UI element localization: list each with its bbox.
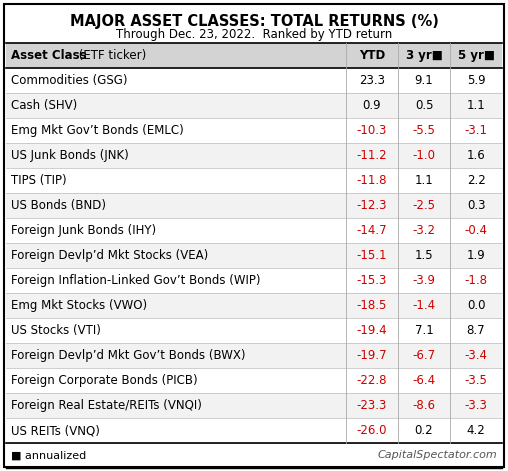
Text: -1.0: -1.0 — [412, 149, 435, 162]
Text: -6.7: -6.7 — [412, 349, 435, 362]
Text: 0.5: 0.5 — [415, 99, 433, 112]
Text: -18.5: -18.5 — [357, 299, 387, 312]
Bar — [6, 418, 502, 443]
Text: US REITs (VNQ): US REITs (VNQ) — [11, 424, 100, 437]
Text: -8.6: -8.6 — [412, 399, 435, 412]
Text: Foreign Junk Bonds (IHY): Foreign Junk Bonds (IHY) — [11, 224, 156, 237]
Text: -0.4: -0.4 — [464, 224, 488, 237]
Text: -12.3: -12.3 — [357, 199, 387, 212]
Text: 23.3: 23.3 — [359, 74, 385, 87]
Text: 1.1: 1.1 — [467, 99, 485, 112]
Text: -2.5: -2.5 — [412, 199, 435, 212]
Text: Emg Mkt Gov’t Bonds (EMLC): Emg Mkt Gov’t Bonds (EMLC) — [11, 124, 184, 137]
Text: -19.7: -19.7 — [357, 349, 387, 362]
Bar — [6, 168, 502, 193]
Text: Foreign Devlp’d Mkt Stocks (VEA): Foreign Devlp’d Mkt Stocks (VEA) — [11, 249, 208, 262]
Text: 3 yr■: 3 yr■ — [405, 49, 442, 62]
Text: -1.4: -1.4 — [412, 299, 435, 312]
Text: -6.4: -6.4 — [412, 374, 435, 387]
Text: YTD: YTD — [359, 49, 385, 62]
Text: -11.2: -11.2 — [357, 149, 387, 162]
Text: (ETF ticker): (ETF ticker) — [75, 49, 147, 62]
Text: 1.9: 1.9 — [467, 249, 485, 262]
Text: -22.8: -22.8 — [357, 374, 387, 387]
Bar — [6, 268, 502, 293]
Text: -14.7: -14.7 — [357, 224, 387, 237]
Text: 0.0: 0.0 — [467, 299, 485, 312]
Text: -1.8: -1.8 — [464, 274, 488, 287]
Text: Emg Mkt Stocks (VWO): Emg Mkt Stocks (VWO) — [11, 299, 147, 312]
Text: 1.6: 1.6 — [467, 149, 485, 162]
Text: 0.2: 0.2 — [415, 424, 433, 437]
Text: Foreign Real Estate/REITs (VNQI): Foreign Real Estate/REITs (VNQI) — [11, 399, 202, 412]
Text: ■ annualized: ■ annualized — [11, 450, 86, 461]
Bar — [6, 293, 502, 318]
Bar — [6, 343, 502, 368]
Text: -23.3: -23.3 — [357, 399, 387, 412]
Text: Cash (SHV): Cash (SHV) — [11, 99, 77, 112]
Bar — [6, 93, 502, 118]
Text: -15.1: -15.1 — [357, 249, 387, 262]
Text: US Bonds (BND): US Bonds (BND) — [11, 199, 106, 212]
Text: MAJOR ASSET CLASSES: TOTAL RETURNS (%): MAJOR ASSET CLASSES: TOTAL RETURNS (%) — [70, 14, 438, 29]
Text: Foreign Corporate Bonds (PICB): Foreign Corporate Bonds (PICB) — [11, 374, 198, 387]
Bar — [6, 68, 502, 93]
Text: 4.2: 4.2 — [467, 424, 485, 437]
Text: -3.1: -3.1 — [464, 124, 488, 137]
Text: -10.3: -10.3 — [357, 124, 387, 137]
Text: US Junk Bonds (JNK): US Junk Bonds (JNK) — [11, 149, 129, 162]
Bar — [6, 143, 502, 168]
Text: -3.3: -3.3 — [464, 399, 488, 412]
Text: -3.2: -3.2 — [412, 224, 435, 237]
Text: -15.3: -15.3 — [357, 274, 387, 287]
Bar — [6, 43, 502, 68]
Bar — [6, 318, 502, 343]
Bar — [6, 193, 502, 218]
Bar — [6, 243, 502, 268]
Text: 5.9: 5.9 — [467, 74, 485, 87]
Text: 0.3: 0.3 — [467, 199, 485, 212]
Text: TIPS (TIP): TIPS (TIP) — [11, 174, 67, 187]
Text: Asset Class: Asset Class — [11, 49, 87, 62]
Text: US Stocks (VTI): US Stocks (VTI) — [11, 324, 101, 337]
Text: 5 yr■: 5 yr■ — [458, 49, 494, 62]
Text: 1.5: 1.5 — [415, 249, 433, 262]
Text: 0.9: 0.9 — [363, 99, 382, 112]
Text: 9.1: 9.1 — [415, 74, 433, 87]
Bar — [6, 118, 502, 143]
Text: CapitalSpectator.com: CapitalSpectator.com — [377, 450, 497, 461]
Text: -19.4: -19.4 — [357, 324, 387, 337]
Text: -5.5: -5.5 — [412, 124, 435, 137]
Text: 7.1: 7.1 — [415, 324, 433, 337]
Text: -11.8: -11.8 — [357, 174, 387, 187]
Text: 2.2: 2.2 — [467, 174, 485, 187]
Bar — [6, 393, 502, 418]
Text: Commodities (GSG): Commodities (GSG) — [11, 74, 128, 87]
Text: -3.4: -3.4 — [464, 349, 488, 362]
Text: Foreign Inflation-Linked Gov’t Bonds (WIP): Foreign Inflation-Linked Gov’t Bonds (WI… — [11, 274, 261, 287]
Text: -3.9: -3.9 — [412, 274, 435, 287]
Text: -26.0: -26.0 — [357, 424, 387, 437]
Text: 1.1: 1.1 — [415, 174, 433, 187]
Text: -3.5: -3.5 — [464, 374, 488, 387]
Bar — [6, 218, 502, 243]
Text: Through Dec. 23, 2022.  Ranked by YTD return: Through Dec. 23, 2022. Ranked by YTD ret… — [116, 28, 392, 41]
Text: Foreign Devlp’d Mkt Gov’t Bonds (BWX): Foreign Devlp’d Mkt Gov’t Bonds (BWX) — [11, 349, 245, 362]
Bar — [6, 368, 502, 393]
Text: 8.7: 8.7 — [467, 324, 485, 337]
